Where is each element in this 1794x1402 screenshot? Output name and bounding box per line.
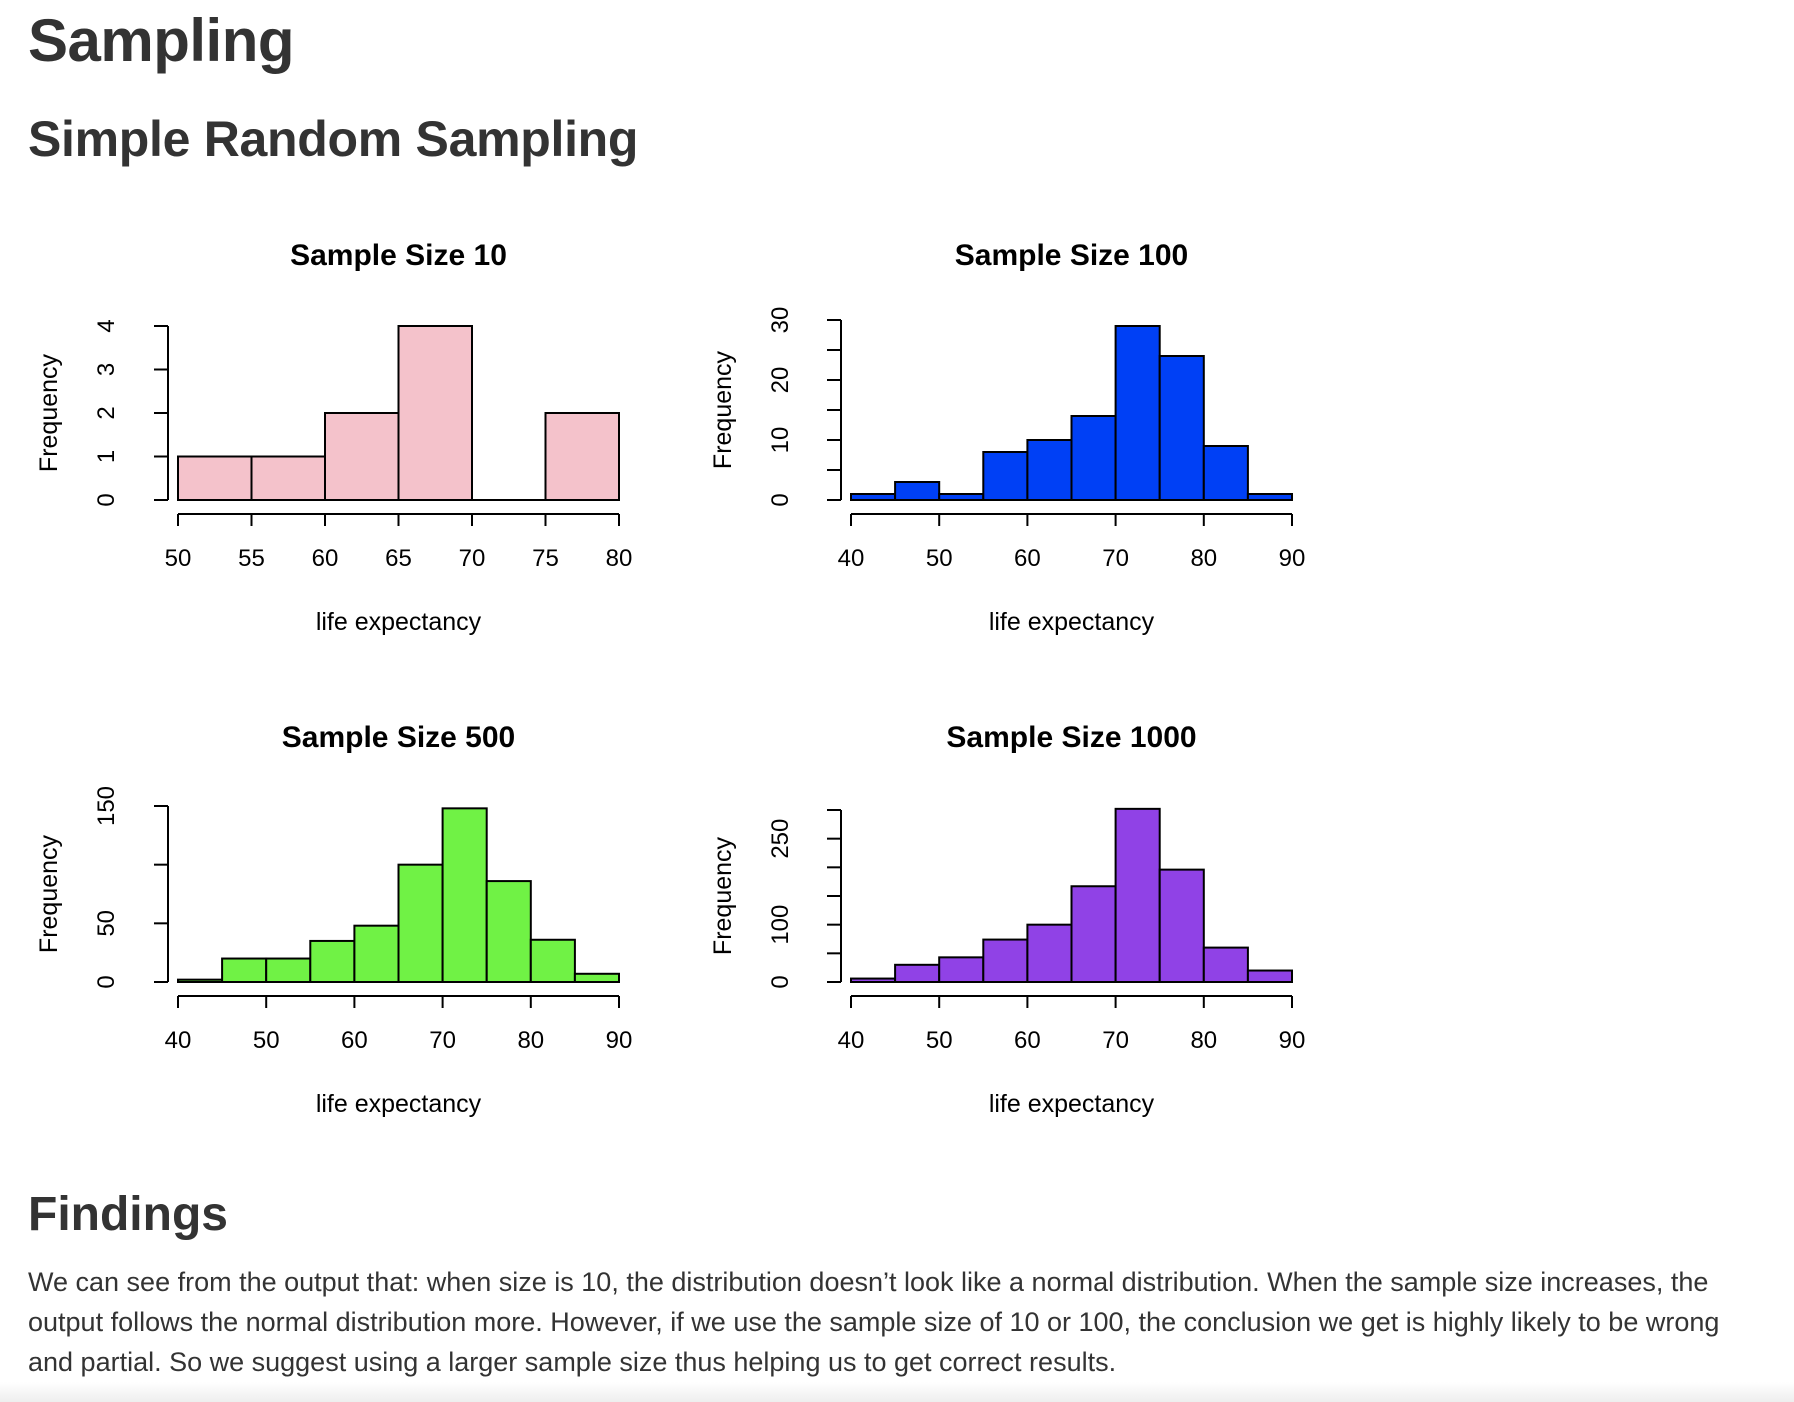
- x-tick-label: 90: [1279, 545, 1306, 572]
- histogram-bar: [1158, 868, 1205, 983]
- bottom-fade: [0, 1382, 1794, 1402]
- chart-title: Sample Size 500: [282, 721, 515, 754]
- x-tick-label: 50: [926, 1027, 953, 1054]
- x-tick-label: 80: [606, 545, 633, 572]
- findings-paragraph: We can see from the output that: when si…: [28, 1267, 1720, 1377]
- y-tick-label: 4: [93, 319, 120, 332]
- y-tick-label: 50: [93, 910, 120, 937]
- x-tick-label: 60: [1014, 1027, 1041, 1054]
- histogram-bar: [850, 977, 897, 983]
- x-axis-label: life expectancy: [989, 608, 1155, 636]
- y-axis-label: Frequency: [35, 353, 63, 472]
- y-tick-label: 0: [767, 493, 794, 506]
- x-axis-label: life expectancy: [316, 608, 482, 636]
- histograms-svg: Sample Size 10 50 55 60 65 70 75 80 life expecta…: [35, 239, 1305, 1118]
- x-tick-label: 50: [926, 545, 953, 572]
- x-tick-label: 80: [1190, 1027, 1217, 1054]
- histogram-bar: [1114, 325, 1161, 501]
- histogram-bar: [529, 938, 576, 984]
- x-axis-label: life expectancy: [989, 1090, 1155, 1118]
- histogram-bar: [441, 807, 488, 984]
- histogram-bar: [1158, 355, 1205, 501]
- histogram-bar: [1202, 946, 1249, 983]
- histogram-bar: [177, 455, 253, 501]
- histogram-bar: [1070, 415, 1117, 501]
- histogram-bar: [309, 939, 356, 984]
- x-tick-label: 80: [517, 1027, 544, 1054]
- histogram-bar: [177, 978, 224, 983]
- histogram-bar: [250, 455, 326, 501]
- histogram-4: Sample Size 1000 40 50 60 70 80 90 life expecta…: [709, 721, 1305, 1118]
- x-tick-label: 40: [838, 545, 865, 572]
- histogram-1: Sample Size 10 50 55 60 65 70 75 80 life expecta…: [35, 239, 632, 636]
- y-tick-label: 100: [767, 905, 794, 945]
- y-tick-label: 0: [93, 493, 120, 506]
- x-tick-label: 40: [165, 1027, 192, 1054]
- x-tick-label: 50: [253, 1027, 280, 1054]
- histogram-bar: [397, 325, 473, 501]
- x-tick-label: 70: [459, 545, 486, 572]
- histogram-bar: [353, 924, 400, 983]
- histogram-bar: [894, 963, 941, 983]
- x-tick-label: 70: [1102, 1027, 1129, 1054]
- histogram-bar: [544, 412, 620, 501]
- chart-title: Sample Size 10: [290, 239, 507, 272]
- histogram-bar: [485, 880, 532, 983]
- chart-title: Sample Size 1000: [946, 721, 1196, 754]
- histogram-bar: [324, 412, 400, 501]
- histogram-bar: [894, 481, 941, 501]
- y-tick-label: 0: [93, 975, 120, 988]
- page-title: Sampling: [28, 7, 295, 74]
- x-tick-label: 50: [165, 545, 192, 572]
- histogram-grid: Sample Size 10 50 55 60 65 70 75 80 life expecta…: [28, 0, 1368, 1160]
- y-axis-label: Frequency: [709, 836, 737, 955]
- histogram-bar: [1070, 885, 1117, 984]
- histogram-bar: [1026, 439, 1073, 501]
- x-tick-label: 65: [385, 545, 412, 572]
- histogram-2: Sample Size 100 40 50 60 70 80 90 life expectan…: [709, 239, 1305, 636]
- chart-title: Sample Size 100: [955, 239, 1188, 272]
- x-tick-label: 60: [1014, 545, 1041, 572]
- x-tick-label: 55: [238, 545, 265, 572]
- y-tick-label: 250: [767, 819, 794, 859]
- histogram-bar: [1246, 493, 1294, 501]
- histogram-bar: [573, 972, 621, 984]
- x-axis-label: life expectancy: [316, 1090, 482, 1118]
- histogram-bar: [397, 863, 444, 984]
- y-tick-label: 1: [93, 450, 120, 463]
- y-tick-label: 3: [93, 363, 120, 376]
- x-tick-label: 70: [429, 1027, 456, 1054]
- histogram-bar: [938, 956, 985, 984]
- y-tick-label: 10: [767, 427, 794, 454]
- y-tick-label: 30: [767, 307, 794, 334]
- x-tick-label: 80: [1190, 545, 1217, 572]
- x-tick-label: 70: [1102, 545, 1129, 572]
- histogram-bar: [982, 938, 1029, 983]
- histogram-bar: [938, 493, 985, 501]
- y-tick-label: 0: [767, 975, 794, 988]
- histogram-bar: [1202, 445, 1249, 501]
- y-tick-label: 20: [767, 367, 794, 394]
- histogram-bar: [982, 451, 1029, 501]
- x-tick-label: 90: [606, 1027, 633, 1054]
- histogram-bar: [1114, 807, 1161, 983]
- y-tick-label: 150: [93, 786, 120, 826]
- x-tick-label: 90: [1279, 1027, 1306, 1054]
- y-axis-label: Frequency: [709, 350, 737, 469]
- section-title: Simple Random Sampling: [28, 111, 639, 167]
- histogram-bar: [221, 957, 268, 983]
- histogram-bar: [265, 957, 312, 983]
- x-tick-label: 75: [532, 545, 559, 572]
- histogram-3: Sample Size 500 40 50 60 70 80 90 life expectan…: [35, 721, 632, 1118]
- y-tick-label: 2: [93, 406, 120, 419]
- x-tick-label: 40: [838, 1027, 865, 1054]
- x-tick-label: 60: [312, 545, 339, 572]
- histogram-bar: [1026, 923, 1073, 984]
- histogram-bar: [1246, 969, 1294, 983]
- findings-title: Findings: [28, 1188, 228, 1241]
- histogram-bar: [850, 493, 897, 501]
- y-axis-label: Frequency: [35, 834, 63, 953]
- x-tick-label: 60: [341, 1027, 368, 1054]
